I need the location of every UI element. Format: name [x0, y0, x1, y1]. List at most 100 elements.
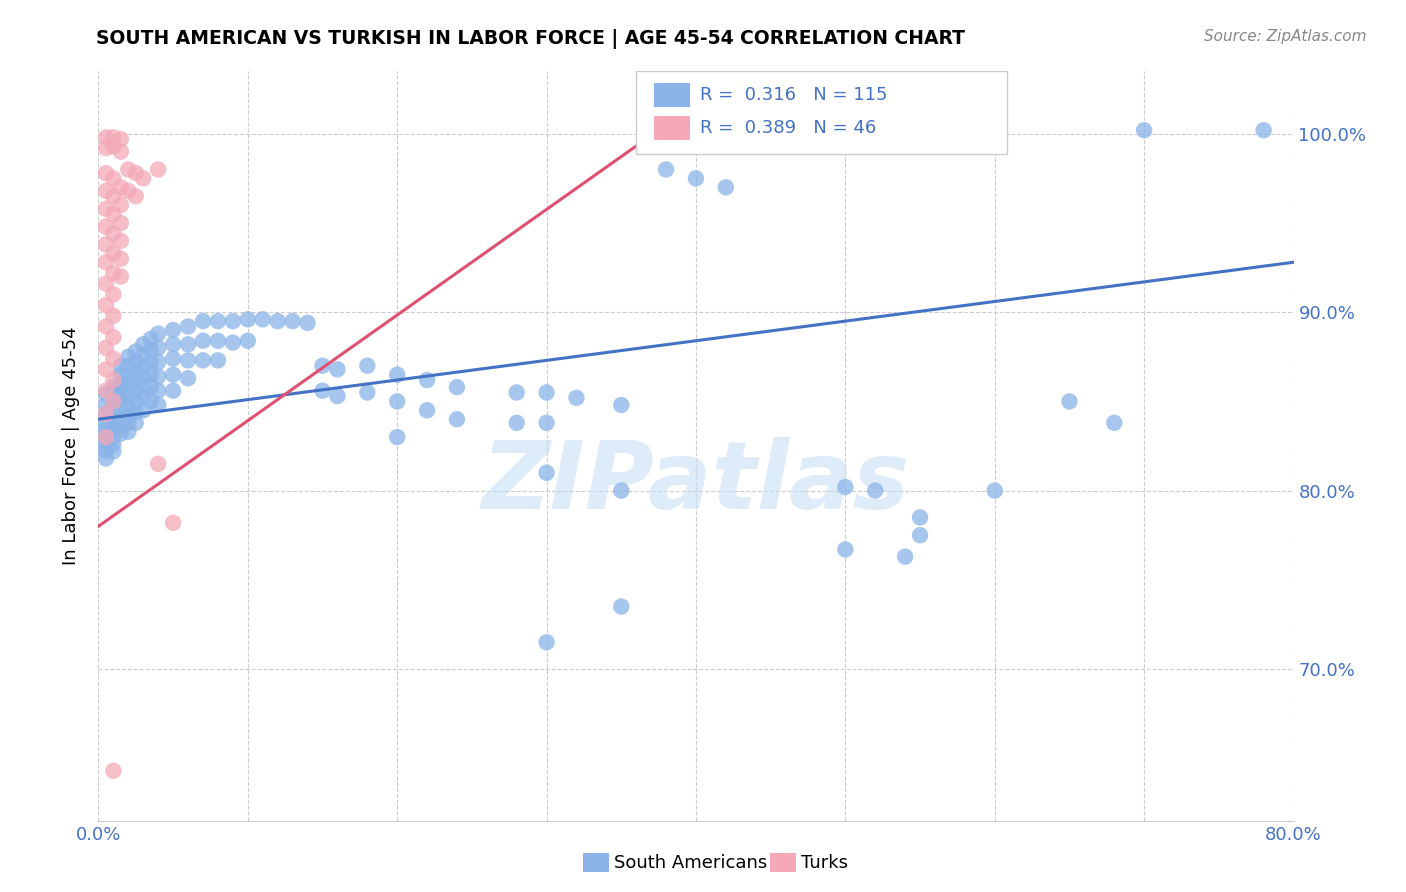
Point: [297, 316, 319, 330]
Point: [148, 326, 170, 341]
Point: [94, 237, 117, 252]
Point: [103, 437, 125, 451]
Point: [103, 391, 125, 405]
Point: [894, 549, 917, 564]
Point: [416, 403, 439, 417]
Point: [103, 130, 125, 145]
Point: [110, 198, 132, 212]
Point: [125, 394, 148, 409]
Point: [191, 353, 214, 368]
Point: [984, 483, 1007, 498]
Point: [94, 421, 117, 435]
Y-axis label: In Labor Force | Age 45-54: In Labor Force | Age 45-54: [62, 326, 80, 566]
Text: R =  0.316   N = 115: R = 0.316 N = 115: [700, 87, 887, 104]
Point: [125, 344, 148, 359]
Point: [117, 384, 139, 398]
Point: [252, 312, 274, 326]
Point: [103, 287, 125, 301]
Point: [132, 403, 155, 417]
Point: [94, 439, 117, 453]
Point: [162, 368, 184, 382]
Point: [139, 355, 162, 369]
Point: [103, 409, 125, 423]
Point: [94, 166, 117, 180]
Point: [103, 380, 125, 394]
Point: [110, 234, 132, 248]
Point: [267, 314, 290, 328]
Point: [416, 373, 439, 387]
Point: [177, 371, 200, 385]
Point: [94, 384, 117, 398]
Point: [117, 425, 139, 439]
Point: [94, 430, 117, 444]
Point: [94, 416, 117, 430]
Point: [117, 184, 139, 198]
Point: [132, 359, 155, 373]
Point: [610, 483, 633, 498]
Point: [610, 398, 633, 412]
Point: [1133, 123, 1156, 137]
Point: [655, 162, 678, 177]
Point: [177, 337, 200, 351]
Point: [506, 416, 529, 430]
Point: [117, 391, 139, 405]
Point: [110, 384, 132, 398]
Point: [385, 368, 409, 382]
Point: [132, 369, 155, 384]
Point: [103, 412, 125, 426]
Point: [103, 171, 125, 186]
Point: [94, 184, 117, 198]
Point: [94, 444, 117, 458]
Point: [110, 252, 132, 266]
Point: [311, 359, 333, 373]
FancyBboxPatch shape: [654, 116, 690, 140]
Point: [326, 362, 349, 376]
Point: [162, 351, 184, 366]
Point: [125, 405, 148, 419]
Point: [110, 180, 132, 194]
Point: [94, 362, 117, 376]
Point: [117, 162, 139, 177]
Point: [103, 266, 125, 280]
Point: [148, 398, 170, 412]
Point: [1253, 123, 1275, 137]
Point: [110, 391, 132, 405]
Point: [139, 380, 162, 394]
Point: [103, 227, 125, 241]
Point: [94, 407, 117, 421]
Point: [94, 277, 117, 291]
Point: [94, 398, 117, 412]
Point: [110, 398, 132, 412]
Point: [117, 359, 139, 373]
Point: [125, 384, 148, 398]
Point: [191, 314, 214, 328]
Point: [103, 423, 125, 437]
Point: [162, 384, 184, 398]
Point: [117, 400, 139, 414]
Point: [94, 451, 117, 466]
Point: [125, 416, 148, 430]
Point: [222, 335, 245, 350]
Point: [132, 171, 155, 186]
Point: [356, 359, 378, 373]
Point: [311, 384, 333, 398]
Point: [132, 348, 155, 362]
Point: [714, 180, 737, 194]
Point: [610, 599, 633, 614]
Point: [94, 298, 117, 312]
Point: [908, 510, 931, 524]
Point: [236, 312, 259, 326]
Point: [1104, 416, 1126, 430]
Point: [536, 416, 558, 430]
Point: [536, 635, 558, 649]
Point: [103, 398, 125, 412]
Point: [565, 391, 588, 405]
Point: [94, 219, 117, 234]
Point: [834, 542, 856, 557]
Point: [94, 255, 117, 269]
Point: [94, 341, 117, 355]
Point: [103, 246, 125, 260]
Point: [132, 337, 155, 351]
Point: [506, 385, 529, 400]
Point: [148, 457, 170, 471]
